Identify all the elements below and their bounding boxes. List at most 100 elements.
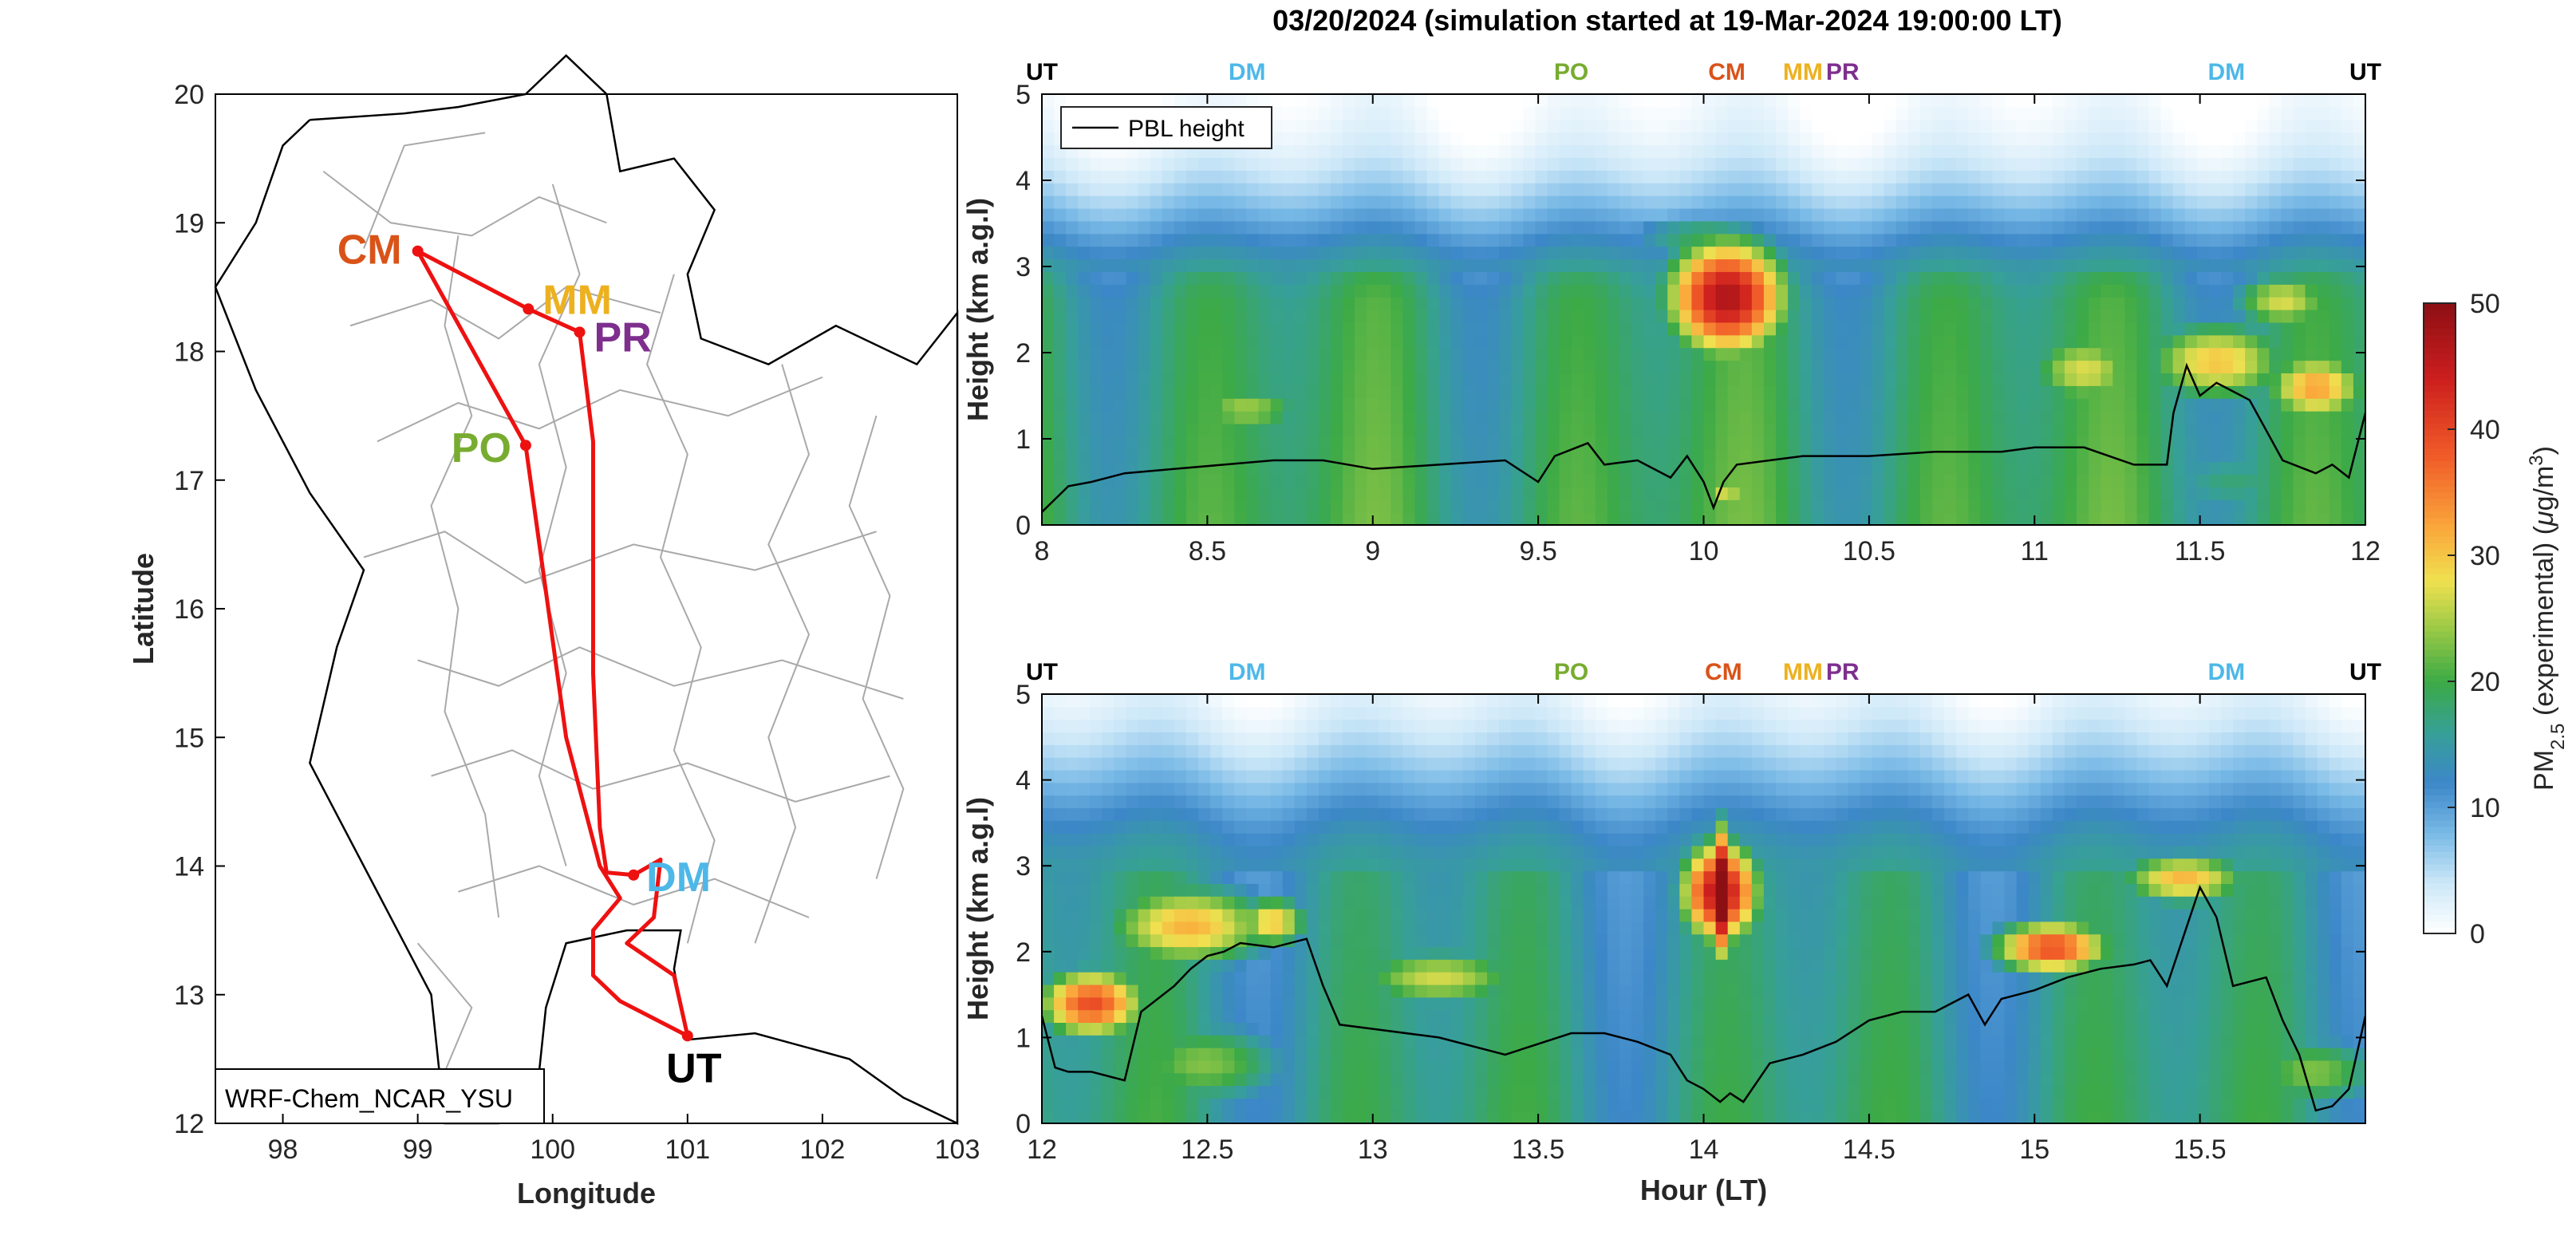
heatmap-cell bbox=[1355, 845, 1367, 859]
heatmap-cell bbox=[2208, 119, 2222, 133]
heatmap-cell bbox=[2172, 297, 2186, 310]
heatmap-cell bbox=[1330, 833, 1343, 846]
heatmap-cell bbox=[1282, 1111, 1296, 1124]
heatmap-cell bbox=[1679, 233, 1693, 247]
heatmap-cell bbox=[1944, 499, 1957, 513]
heatmap-cell bbox=[2329, 106, 2342, 120]
heatmap-cell bbox=[1246, 845, 1260, 859]
heatmap-cell bbox=[1318, 448, 1331, 463]
heatmap-cell bbox=[1246, 795, 1260, 809]
heatmap-cell bbox=[1547, 448, 1560, 463]
heatmap-cell bbox=[1234, 909, 1247, 922]
heatmap-cell bbox=[1355, 833, 1367, 846]
heatmap-cell bbox=[1450, 398, 1464, 412]
heatmap-cell bbox=[1306, 719, 1320, 733]
heatmap-cell bbox=[1487, 322, 1500, 336]
heatmap-cell bbox=[1715, 499, 1729, 513]
heatmap-cell bbox=[1919, 461, 1933, 476]
heatmap-cell bbox=[1114, 347, 1127, 361]
heatmap-cell bbox=[2124, 119, 2138, 133]
heatmap-cell bbox=[2293, 322, 2306, 336]
heatmap-cell bbox=[1655, 436, 1668, 450]
heatmap-cell bbox=[1414, 719, 1428, 733]
heatmap-cell bbox=[1788, 499, 1801, 513]
heatmap-cell bbox=[2124, 512, 2138, 526]
heatmap-cell bbox=[1367, 385, 1379, 399]
heatmap-cell bbox=[1379, 1009, 1391, 1024]
heatmap-cell bbox=[1619, 132, 1632, 146]
map-ytick-label: 12 bbox=[174, 1109, 204, 1139]
heatmap-cell bbox=[1090, 769, 1103, 783]
heatmap-cell bbox=[1511, 207, 1524, 222]
heatmap-cell bbox=[1162, 183, 1175, 196]
heatmap-cell bbox=[1438, 423, 1452, 437]
heatmap-cell bbox=[1318, 795, 1331, 809]
heatmap-cell bbox=[1102, 1111, 1115, 1124]
heatmap-cell bbox=[1102, 870, 1115, 884]
heatmap-cell bbox=[1343, 744, 1355, 758]
heatmap-cell bbox=[1258, 258, 1272, 272]
heatmap-cell bbox=[1367, 398, 1379, 412]
heatmap-cell bbox=[1114, 1009, 1127, 1024]
heatmap-cell bbox=[1956, 499, 1969, 513]
heatmap-cell bbox=[1185, 271, 1199, 285]
heatmap-cell bbox=[1379, 833, 1391, 846]
heatmap-cell bbox=[2196, 461, 2210, 476]
heatmap-cell bbox=[1343, 1009, 1355, 1024]
heatmap-cell bbox=[1968, 106, 1981, 120]
heatmap-cell bbox=[1691, 297, 1705, 310]
heatmap-cell bbox=[1367, 769, 1379, 783]
heatmap-cell bbox=[1919, 347, 1933, 361]
heatmap-cell bbox=[1306, 423, 1320, 437]
heatmap-cell bbox=[1234, 512, 1247, 526]
heatmap-cell bbox=[1679, 258, 1693, 272]
heatmap-cell bbox=[1282, 258, 1296, 272]
heatmap-cell bbox=[1800, 183, 1813, 196]
heatmap-cell bbox=[1367, 984, 1379, 998]
heatmap-cell bbox=[1655, 423, 1668, 437]
heatmap-cell bbox=[1402, 106, 1416, 120]
heatmap-cell bbox=[1691, 170, 1705, 183]
heatmap-cell bbox=[1438, 1072, 1452, 1087]
heatmap-cell bbox=[1800, 233, 1813, 247]
heatmap-cell bbox=[1054, 959, 1067, 973]
heatmap-cell bbox=[2305, 284, 2318, 298]
heatmap-cell bbox=[1703, 284, 1717, 298]
heatmap-cell bbox=[2329, 132, 2342, 146]
heatmap-cell bbox=[1054, 996, 1067, 1011]
heatmap-cell bbox=[1318, 423, 1331, 437]
heatmap-cell bbox=[1391, 423, 1404, 437]
heatmap-cell bbox=[1872, 373, 1885, 386]
heatmap-cell bbox=[1703, 106, 1717, 120]
heatmap-cell bbox=[1595, 233, 1608, 247]
heatmap-cell bbox=[2329, 487, 2342, 500]
heatmap-cell bbox=[1800, 271, 1813, 285]
heatmap-cell bbox=[1379, 845, 1391, 859]
heatmap-cell bbox=[1812, 106, 1825, 120]
heatmap-cell bbox=[1487, 499, 1500, 513]
ytick-label: 1 bbox=[1016, 424, 1031, 455]
heatmap-cell bbox=[1499, 512, 1512, 526]
heatmap-cell bbox=[1643, 220, 1656, 235]
heatmap-cell bbox=[1667, 373, 1680, 386]
heatmap-cell bbox=[2028, 411, 2041, 424]
heatmap-cell bbox=[1426, 782, 1440, 796]
heatmap-cell bbox=[1715, 436, 1729, 450]
heatmap-cell bbox=[2040, 334, 2053, 349]
heatmap-cell bbox=[1234, 833, 1247, 846]
heatmap-cell bbox=[1270, 461, 1284, 476]
heatmap-cell bbox=[1185, 1048, 1199, 1061]
heatmap-cell bbox=[2148, 436, 2162, 450]
heatmap-cell bbox=[1391, 474, 1404, 487]
heatmap-cell bbox=[1174, 170, 1187, 183]
heatmap-cell bbox=[1438, 385, 1452, 399]
heatmap-cell bbox=[2028, 106, 2041, 120]
heatmap-cell bbox=[1727, 398, 1741, 412]
heatmap-cell bbox=[1270, 487, 1284, 500]
heatmap-cell bbox=[1222, 207, 1235, 222]
heatmap-cell bbox=[1571, 271, 1584, 285]
heatmap-cell bbox=[1523, 195, 1536, 209]
heatmap-cell bbox=[1379, 896, 1391, 910]
heatmap-cell bbox=[2089, 233, 2101, 247]
heatmap-cell bbox=[1343, 119, 1355, 133]
